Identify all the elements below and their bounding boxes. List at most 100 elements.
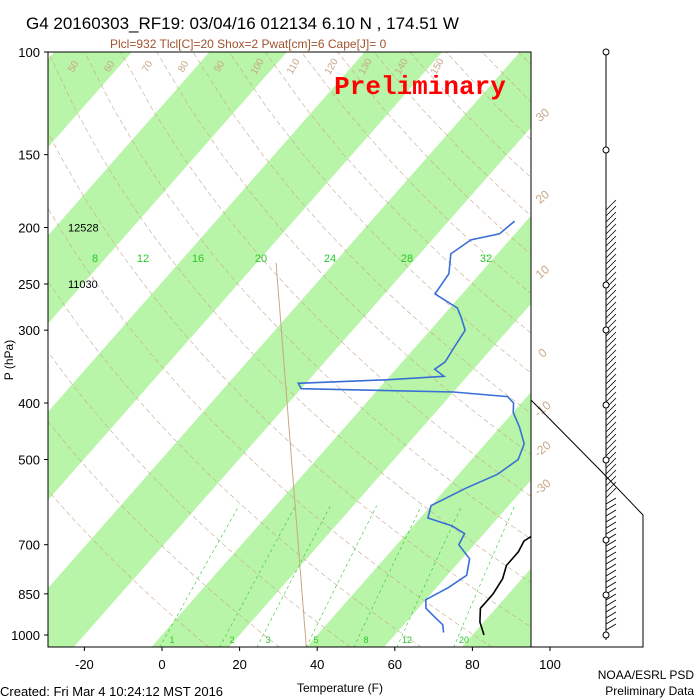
isotherm-label: 30 xyxy=(533,105,552,125)
org-label: NOAA/ESRL PSD xyxy=(597,668,694,682)
wind-barb xyxy=(605,599,617,607)
wind-barb xyxy=(605,199,617,211)
wind-barb xyxy=(605,557,617,565)
isotherm-label: -10 xyxy=(531,398,554,420)
dry-adiabat-line xyxy=(192,52,531,414)
wind-barb xyxy=(605,605,617,613)
wind-barb xyxy=(605,301,617,313)
wind-barb xyxy=(605,475,617,487)
isotherm-label: -30 xyxy=(531,476,554,498)
wind-barb xyxy=(605,463,617,475)
wind-barb xyxy=(605,503,617,511)
dry-adiabat-label: 50 xyxy=(66,59,81,75)
dry-adiabat-line xyxy=(84,52,531,540)
temperature-line xyxy=(479,535,531,636)
wind-barb xyxy=(605,421,617,433)
wind-barb xyxy=(605,433,617,445)
y-tick-label: 700 xyxy=(18,538,40,553)
dry-adiabat-line xyxy=(518,52,531,65)
wind-barb xyxy=(605,527,617,535)
mixing-ratio-bottom-label: 8 xyxy=(363,635,368,645)
mixing-ratio-line xyxy=(159,505,240,647)
dry-adiabat-line xyxy=(48,207,493,647)
background-lines xyxy=(48,52,700,647)
x-tick-label: 0 xyxy=(158,657,165,672)
wind-barb xyxy=(605,247,617,259)
isotherm-band xyxy=(306,392,531,647)
dry-adiabat-line xyxy=(554,52,700,647)
dry-adiabat-label: 60 xyxy=(102,59,117,75)
y-tick-label: 100 xyxy=(18,45,40,60)
wind-calm-marker xyxy=(602,536,610,544)
watermark-preliminary: Preliminary xyxy=(334,72,506,102)
dry-adiabat-label: 80 xyxy=(176,59,191,75)
mixing-ratio-label: 32 xyxy=(480,253,492,265)
preliminary-data-label: Preliminary Data xyxy=(605,684,694,698)
moist-adiabat-line xyxy=(275,262,307,647)
wind-barb xyxy=(605,253,617,265)
wind-barb xyxy=(605,259,617,271)
height-label: 11030 xyxy=(68,279,98,291)
wind-calm-marker xyxy=(602,401,610,409)
wind-barb xyxy=(605,265,617,277)
mixing-ratio-bottom-label: 1 xyxy=(169,635,174,645)
wind-barb xyxy=(605,331,617,343)
wind-barb xyxy=(605,307,617,319)
wind-barb xyxy=(605,223,617,235)
chart-subtitle: Plcl=932 Tlcl[C]=20 Shox=2 Pwat[cm]=6 Ca… xyxy=(110,37,387,51)
x-axis-label: Temperature (F) xyxy=(297,681,383,695)
dry-adiabat-line xyxy=(48,131,531,628)
mixing-ratio-label: 20 xyxy=(255,253,267,265)
y-tick-label: 250 xyxy=(18,277,40,292)
y-tick-label: 500 xyxy=(18,452,40,467)
wind-barb xyxy=(605,509,617,517)
wind-barb xyxy=(605,289,617,301)
wind-barb xyxy=(605,481,617,493)
mixing-ratio-label: 8 xyxy=(92,253,98,265)
wind-barb xyxy=(605,361,617,373)
wind-panel xyxy=(530,48,644,648)
mixing-ratio-label: 24 xyxy=(324,253,336,265)
mixing-ratio-line xyxy=(353,505,422,647)
wind-barb xyxy=(605,427,617,439)
isotherm-label: 0 xyxy=(535,345,549,360)
dry-adiabat-line xyxy=(48,490,209,647)
wind-barb xyxy=(605,551,617,559)
wind-panel-outline xyxy=(530,399,644,648)
wind-barb xyxy=(605,217,617,229)
x-tick-label: 80 xyxy=(465,657,479,672)
wind-barb xyxy=(605,575,617,583)
wind-calm-marker xyxy=(602,631,610,639)
mixing-ratio-label: 28 xyxy=(401,253,413,265)
wind-barb xyxy=(605,271,617,283)
x-tick-label: 100 xyxy=(539,657,561,672)
y-tick-label: 850 xyxy=(18,587,40,602)
wind-barb xyxy=(605,403,617,415)
wind-barb xyxy=(605,611,617,619)
mixing-ratio-line xyxy=(396,505,463,647)
dry-adiabat-label: 70 xyxy=(140,59,155,75)
wind-barb xyxy=(605,617,617,625)
wind-barb xyxy=(605,337,617,349)
wind-calm-marker xyxy=(602,281,610,289)
wind-barb xyxy=(605,497,617,505)
mixing-ratio-line xyxy=(453,505,516,647)
wind-barb xyxy=(605,241,617,253)
isotherm-label: 20 xyxy=(533,187,552,207)
wind-barb xyxy=(605,469,617,481)
wind-calm-marker xyxy=(602,146,610,154)
green-bands xyxy=(48,0,700,659)
wind-barb xyxy=(605,205,617,217)
x-tick-label: 40 xyxy=(310,657,324,672)
x-tick-label: -20 xyxy=(75,657,94,672)
wind-barb xyxy=(605,283,617,295)
wind-barb xyxy=(605,539,617,547)
isotherm-band xyxy=(606,0,700,659)
dry-adiabat-line xyxy=(48,351,351,647)
wind-barb xyxy=(605,325,617,337)
mixing-ratio-line xyxy=(305,505,377,647)
mixing-ratio-label: 12 xyxy=(137,253,149,265)
mixing-ratio-bottom-label: 3 xyxy=(265,635,270,645)
wind-barb xyxy=(605,211,617,223)
